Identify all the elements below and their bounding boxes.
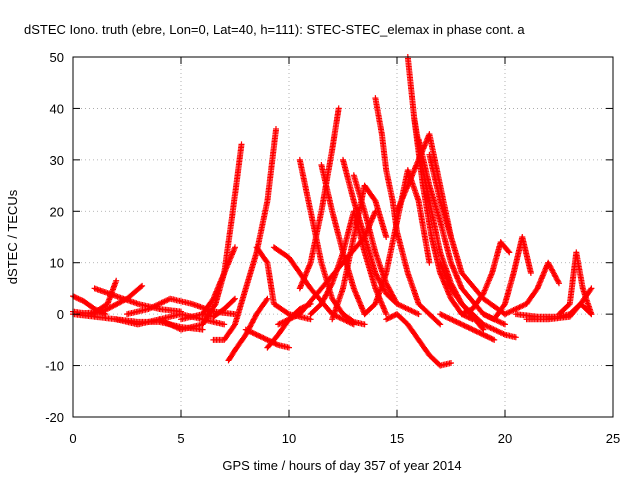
series-40 [556, 249, 595, 318]
series-36 [480, 234, 534, 323]
x-tick-label: 20 [498, 431, 512, 446]
series-10 [199, 295, 238, 320]
y-tick-label: 20 [50, 204, 64, 219]
series-39 [523, 300, 595, 323]
series-11-points [210, 126, 279, 343]
series-39-points [523, 300, 595, 323]
series-27-points [383, 311, 454, 369]
series-33 [437, 259, 519, 341]
series-37 [502, 259, 562, 318]
series-23 [340, 156, 422, 318]
series-25-points [361, 167, 433, 318]
series-32-points [426, 151, 508, 318]
series-11 [210, 126, 279, 343]
y-tick-labels: -20 -10 0 10 20 30 40 50 [45, 50, 64, 425]
y-tick-label: 10 [50, 256, 64, 271]
series-26 [372, 95, 444, 328]
x-tick-label: 0 [69, 431, 76, 446]
x-tick-label: 5 [177, 431, 184, 446]
series-36-points [480, 234, 534, 323]
x-axis-label: GPS time / hours of day 357 of year 2014 [222, 458, 461, 473]
series-32 [426, 151, 508, 318]
series-12-points [225, 295, 271, 364]
series-35-points [458, 239, 513, 318]
series-40-points [556, 249, 595, 318]
y-tick-label: -10 [45, 359, 64, 374]
series-25 [361, 167, 433, 318]
x-tick-labels: 0 5 10 15 20 25 [69, 431, 620, 446]
y-axis-label: dSTEC / TECUs [5, 189, 20, 284]
y-tick-label: -20 [45, 410, 64, 425]
y-tick-label: 0 [57, 307, 64, 322]
data-marks [70, 54, 595, 369]
y-tick-label: 50 [50, 50, 64, 65]
x-tick-label: 10 [282, 431, 296, 446]
plot-frame [72, 56, 614, 418]
y-tick-label: 40 [50, 101, 64, 116]
chart-title: dSTEC Iono. truth (ebre, Lon=0, Lat=40, … [24, 22, 525, 37]
series-10-points [199, 295, 238, 320]
series-26-points [372, 95, 444, 328]
x-tick-label: 15 [390, 431, 404, 446]
series-23-points [340, 156, 422, 318]
series-34-points [437, 311, 498, 343]
series-33-points [437, 259, 519, 341]
series-34 [437, 311, 498, 343]
tick-marks [72, 56, 614, 418]
series-35 [458, 239, 513, 318]
series-27 [383, 311, 454, 369]
x-tick-label: 25 [606, 431, 620, 446]
series-37-points [502, 259, 562, 318]
y-tick-label: 30 [50, 153, 64, 168]
series-12 [225, 295, 271, 364]
